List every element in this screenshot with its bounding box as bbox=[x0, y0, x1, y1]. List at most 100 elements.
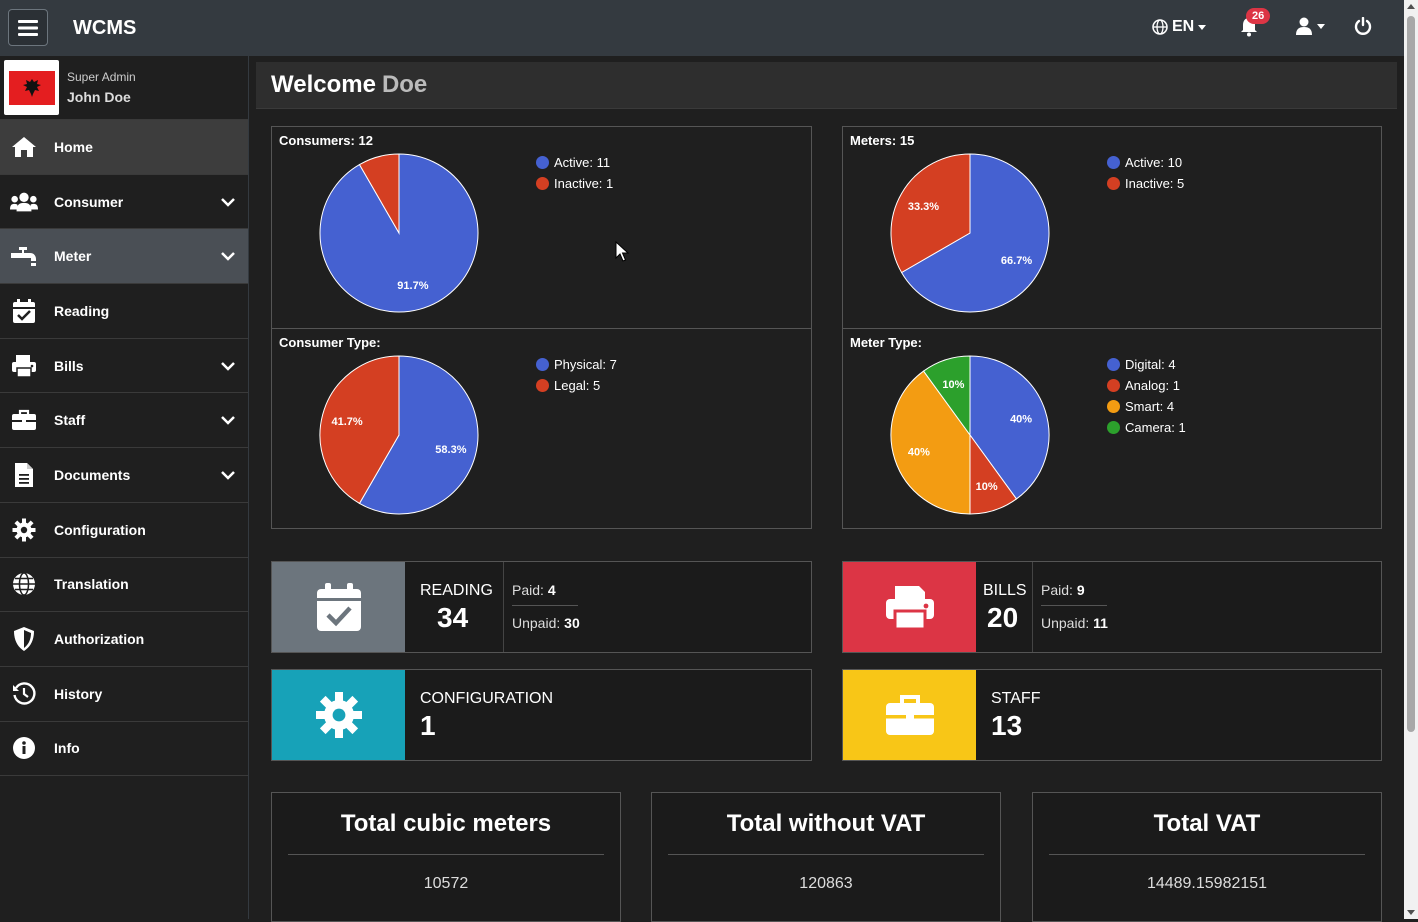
total-vat-card: Total VAT 14489.15982151 bbox=[1032, 792, 1382, 922]
pie-slice[interactable] bbox=[890, 153, 971, 274]
sidebar-item-documents[interactable]: Documents bbox=[0, 448, 248, 503]
logout-button[interactable] bbox=[1354, 16, 1372, 40]
calendar-check-icon bbox=[316, 583, 361, 631]
sidebar-item-label: Meter bbox=[54, 248, 92, 265]
user-name: John Doe bbox=[67, 89, 131, 105]
legend-swatch bbox=[1107, 420, 1120, 434]
home-icon bbox=[10, 134, 38, 160]
reading-stat-card[interactable]: READING 34 Paid: 4 Unpaid: 30 bbox=[271, 561, 812, 653]
meter-type-chart: Meter Type: 40% 10% 40% 10% Digital: 4 Analo… bbox=[843, 327, 1381, 529]
consumers-chart: Consumers: 12 91.7% Active: 11 Inactive: … bbox=[272, 127, 811, 328]
pie-slice[interactable] bbox=[900, 153, 1050, 313]
sidebar-item-configuration[interactable]: Configuration bbox=[0, 503, 248, 558]
legend-swatch bbox=[536, 378, 549, 392]
menu-toggle-button[interactable] bbox=[8, 9, 48, 46]
stat-label: STAFF bbox=[991, 690, 1041, 707]
notification-badge: 26 bbox=[1246, 8, 1271, 24]
consumers-pie-chart[interactable]: 91.7% bbox=[318, 152, 480, 314]
legend-label: Digital: 4 bbox=[1125, 356, 1176, 372]
history-icon bbox=[10, 681, 38, 707]
pie-slice[interactable] bbox=[922, 354, 971, 437]
sidebar-item-bills[interactable]: Bills bbox=[0, 339, 248, 394]
sidebar-item-info[interactable]: Info bbox=[0, 722, 248, 777]
stat-value: 13 bbox=[991, 710, 1023, 741]
sidebar-item-label: Home bbox=[54, 138, 93, 155]
pie-slice[interactable] bbox=[969, 354, 1050, 500]
pie-slice[interactable] bbox=[358, 354, 479, 514]
legend-item[interactable]: Legal: 5 bbox=[536, 375, 617, 396]
legend-swatch bbox=[1107, 177, 1120, 190]
language-dropdown[interactable]: EN bbox=[1152, 18, 1207, 36]
user-menu-button[interactable] bbox=[1296, 17, 1325, 35]
legend-swatch bbox=[536, 156, 549, 169]
pie-slice[interactable] bbox=[890, 369, 971, 515]
chevron-down-icon bbox=[221, 197, 235, 207]
paid-count: Paid: 4 bbox=[512, 582, 556, 598]
legend-item[interactable]: Camera: 1 bbox=[1107, 417, 1186, 438]
chevron-down-icon bbox=[221, 252, 235, 261]
divider bbox=[503, 562, 504, 652]
stat-label: READING bbox=[420, 582, 493, 599]
sidebar-item-staff[interactable]: Staff bbox=[0, 393, 248, 449]
bills-stat-card[interactable]: BILLS 20 Paid: 9 Unpaid: 11 bbox=[842, 561, 1382, 653]
meters-pie-chart[interactable]: 66.7% 33.3% bbox=[889, 152, 1051, 314]
sidebar-item-reading[interactable]: Reading bbox=[0, 284, 248, 339]
legend-item[interactable]: Digital: 4 bbox=[1107, 354, 1186, 375]
app-brand[interactable]: WCMS bbox=[73, 17, 137, 39]
legend-label: Physical: 7 bbox=[554, 356, 617, 372]
sidebar-item-label: Bills bbox=[54, 357, 84, 374]
staff-stat-card[interactable]: STAFF 13 bbox=[842, 669, 1382, 761]
avatar bbox=[4, 60, 59, 115]
sidebar-item-consumer[interactable]: Consumer bbox=[0, 175, 248, 230]
pie-slice[interactable] bbox=[319, 354, 400, 504]
scroll-up-arrow[interactable] bbox=[1407, 4, 1415, 9]
pie-slice[interactable] bbox=[358, 153, 400, 235]
meters-charts-panel: Meters: 15 66.7% 33.3% Active: 10 Inactive… bbox=[842, 126, 1382, 529]
slice-label: 40% bbox=[1010, 413, 1032, 425]
legend-item[interactable]: Inactive: 5 bbox=[1107, 173, 1184, 194]
meter-type-pie-chart[interactable]: 40% 10% 40% 10% bbox=[889, 354, 1051, 516]
chart-legend: Active: 10 Inactive: 5 bbox=[1107, 152, 1184, 194]
legend-item[interactable]: Active: 10 bbox=[1107, 152, 1184, 173]
unpaid-count: Unpaid: 30 bbox=[512, 615, 580, 631]
slice-label: 58.3% bbox=[435, 443, 466, 455]
printer-icon bbox=[10, 353, 38, 379]
user-profile[interactable]: Super Admin John Doe bbox=[0, 56, 248, 120]
legend-item[interactable]: Physical: 7 bbox=[536, 354, 617, 375]
legend-label: Active: 11 bbox=[554, 155, 611, 170]
divider bbox=[1032, 562, 1033, 652]
legend-swatch bbox=[536, 357, 549, 371]
legend-item[interactable]: Analog: 1 bbox=[1107, 375, 1186, 396]
briefcase-icon bbox=[885, 695, 934, 735]
shield-icon bbox=[10, 626, 38, 652]
sidebar-item-authorization[interactable]: Authorization bbox=[0, 612, 248, 667]
chart-title: Consumers: 12 bbox=[279, 133, 373, 148]
scroll-thumb[interactable] bbox=[1407, 16, 1415, 732]
scroll-down-arrow[interactable] bbox=[1407, 910, 1415, 915]
sidebar-item-translation[interactable]: Translation bbox=[0, 558, 248, 613]
divider bbox=[1049, 854, 1365, 855]
total-value: 10572 bbox=[423, 875, 469, 892]
legend-swatch bbox=[1107, 378, 1120, 392]
power-icon bbox=[1354, 16, 1372, 35]
legend-label: Inactive: 5 bbox=[1125, 176, 1185, 191]
legend-item[interactable]: Smart: 4 bbox=[1107, 396, 1186, 417]
total-without-vat-card: Total without VAT 120863 bbox=[651, 792, 1001, 922]
legend-item[interactable]: Active: 11 bbox=[536, 152, 613, 173]
page-scrollbar[interactable] bbox=[1404, 0, 1418, 919]
legend-swatch bbox=[1107, 156, 1120, 169]
legend-item[interactable]: Inactive: 1 bbox=[536, 173, 613, 194]
configuration-card-icon-area bbox=[272, 670, 405, 760]
consumer-type-pie-chart[interactable]: 58.3% 41.7% bbox=[318, 354, 480, 516]
slice-label: 33.3% bbox=[908, 201, 939, 213]
legend-label: Smart: 4 bbox=[1125, 398, 1175, 414]
stat-value: 1 bbox=[420, 710, 436, 741]
stat-label: BILLS bbox=[983, 582, 1027, 599]
sidebar-item-meter[interactable]: Meter bbox=[0, 229, 248, 285]
info-icon bbox=[10, 735, 38, 761]
configuration-stat-card[interactable]: CONFIGURATION 1 bbox=[271, 669, 812, 761]
meters-chart: Meters: 15 66.7% 33.3% Active: 10 Inactive… bbox=[843, 127, 1381, 328]
sidebar-item-home[interactable]: Home bbox=[0, 120, 248, 175]
sidebar-item-history[interactable]: History bbox=[0, 667, 248, 722]
sidebar-item-label: Configuration bbox=[54, 521, 146, 538]
